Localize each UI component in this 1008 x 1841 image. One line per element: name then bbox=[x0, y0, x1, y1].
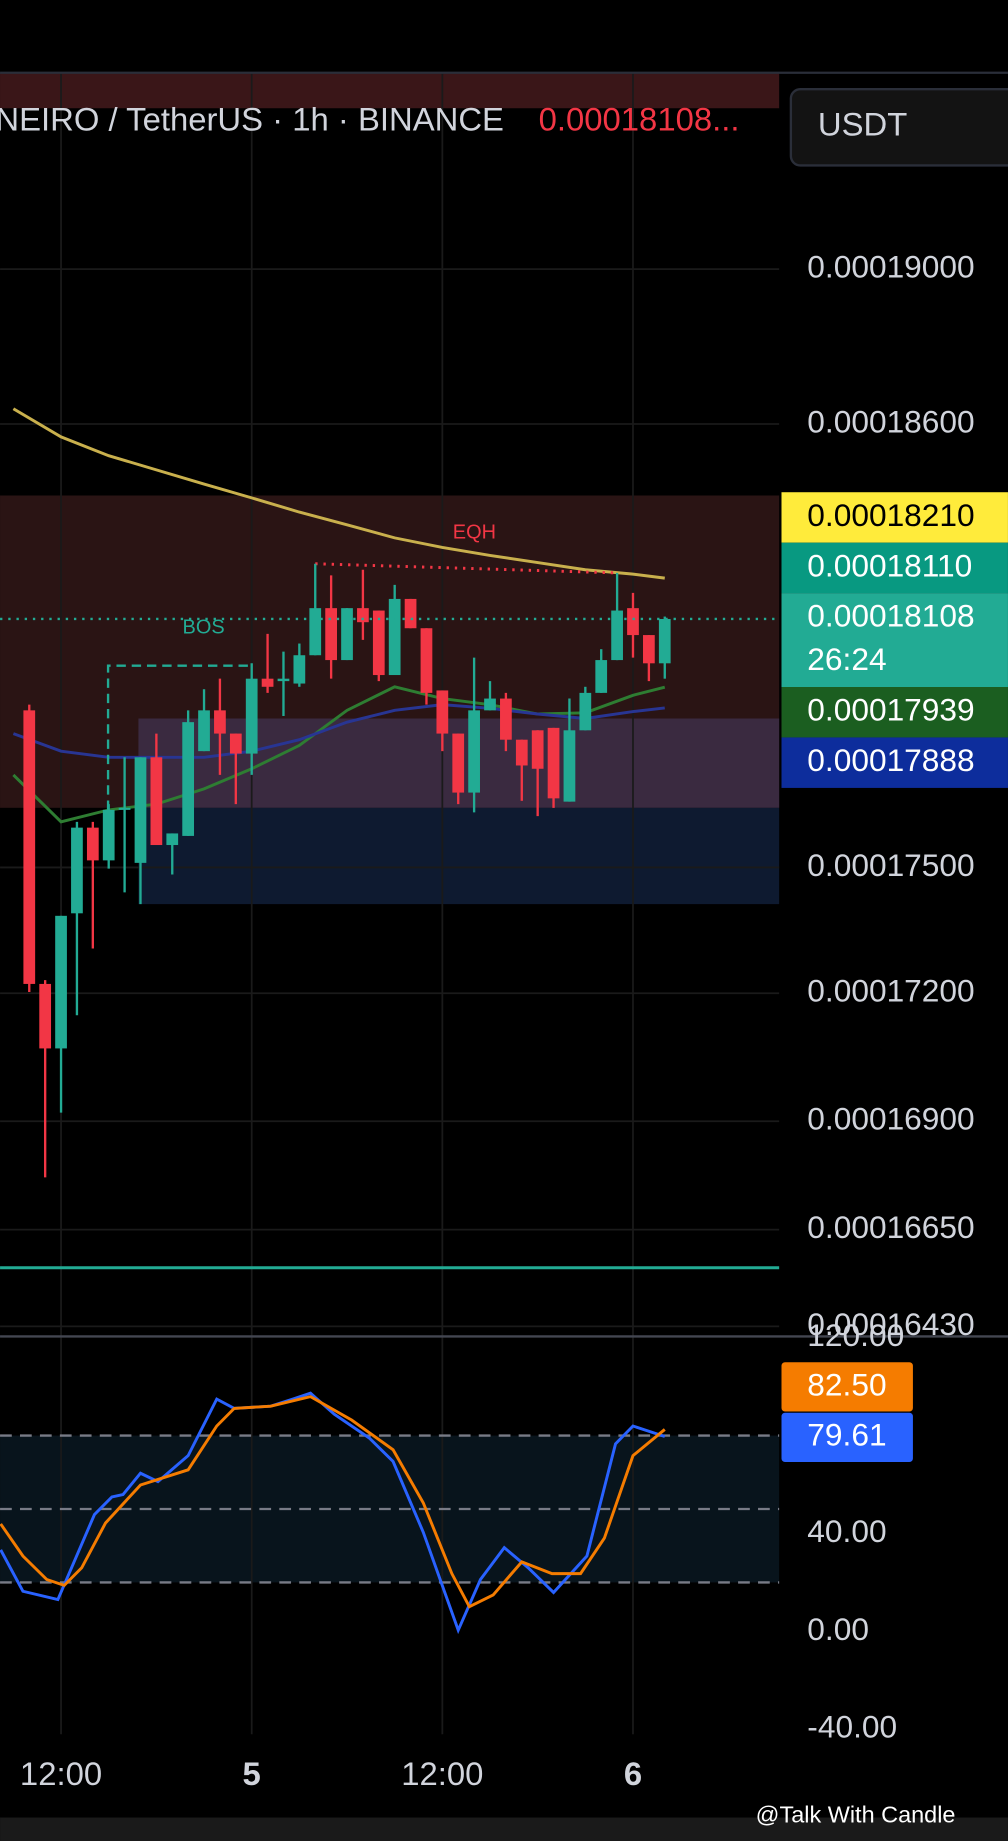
x-tick-label: 5 bbox=[243, 1755, 261, 1792]
candle-body bbox=[198, 710, 210, 752]
candle-body bbox=[214, 710, 226, 734]
candle-body bbox=[531, 730, 544, 769]
price-label: 0.00018110 bbox=[807, 547, 972, 583]
candle-body bbox=[118, 807, 131, 810]
y-tick-label: 0.00018600 bbox=[807, 403, 974, 439]
candle-body bbox=[341, 608, 353, 661]
candle-body bbox=[500, 698, 512, 740]
osc-tick-label: 120.00 bbox=[807, 1317, 904, 1353]
osc-value-box bbox=[781, 1362, 913, 1412]
y-tick-label: 0.00017500 bbox=[807, 847, 974, 883]
candle-body bbox=[309, 608, 322, 656]
candle-body bbox=[436, 690, 449, 734]
price-label: 0.00017939 bbox=[807, 692, 974, 728]
candle-body bbox=[39, 983, 52, 1049]
candle-body bbox=[484, 698, 496, 711]
candle-body bbox=[325, 608, 337, 661]
y-tick-label: 0.00017200 bbox=[807, 973, 974, 1009]
x-tick-label: 12:00 bbox=[20, 1755, 102, 1792]
currency-button[interactable] bbox=[789, 88, 1008, 167]
price-label: 0.00017888 bbox=[807, 742, 974, 778]
osc-tick-label: 40.00 bbox=[807, 1513, 886, 1549]
x-tick-label: 12:00 bbox=[401, 1755, 483, 1792]
line-series bbox=[12, 407, 665, 580]
y-tick-label: 0.00016430 bbox=[807, 1306, 974, 1342]
candle-body bbox=[261, 678, 274, 687]
bottom-bar bbox=[0, 1817, 1008, 1841]
osc-value-label: 79.61 bbox=[807, 1417, 886, 1453]
labels: 0.00019000 0.00018600 0.00017500 0.00017200… bbox=[20, 249, 1008, 1792]
candle-body bbox=[372, 610, 385, 676]
price-label-box bbox=[781, 687, 1008, 738]
candle-body bbox=[23, 710, 36, 984]
osc-value-label: 82.50 bbox=[807, 1366, 886, 1402]
candle-body bbox=[357, 608, 369, 623]
line-series bbox=[0, 1395, 666, 1609]
eqh-line bbox=[315, 562, 618, 575]
candle-body bbox=[245, 678, 258, 754]
header-price: 0.00018108... bbox=[539, 101, 740, 138]
candle-body bbox=[468, 710, 480, 793]
price-label-box bbox=[781, 542, 1008, 594]
candle-body bbox=[229, 733, 242, 754]
candle-body bbox=[420, 628, 433, 693]
eqh-label: EQH bbox=[453, 522, 496, 544]
price-label-box bbox=[781, 593, 1008, 688]
candle-body bbox=[388, 598, 401, 676]
price-label-box bbox=[781, 737, 1008, 788]
osc-tick-label: 0.00 bbox=[807, 1611, 869, 1647]
candle-body bbox=[452, 733, 465, 793]
candle-body bbox=[86, 827, 99, 861]
candle-body bbox=[71, 827, 83, 914]
candle-body bbox=[404, 598, 417, 629]
osc-tick-label: -40.00 bbox=[807, 1709, 897, 1745]
price-label-box bbox=[781, 492, 1008, 543]
candle-body bbox=[563, 730, 576, 802]
y-tick-label: 0.00016650 bbox=[807, 1209, 974, 1245]
osc-value-box bbox=[781, 1412, 913, 1463]
price-label: 0.00018108 bbox=[807, 598, 974, 634]
candle-body bbox=[150, 757, 163, 846]
candle-body bbox=[643, 635, 655, 664]
bos-label: BOS bbox=[183, 616, 225, 638]
candle-body bbox=[547, 727, 560, 799]
candle-body bbox=[182, 722, 195, 836]
zone bbox=[0, 72, 780, 109]
bos-line bbox=[106, 664, 252, 810]
candle-body bbox=[55, 915, 67, 1049]
y-tick-label: 0.00019000 bbox=[807, 249, 974, 285]
candle-body bbox=[102, 809, 115, 861]
marks bbox=[0, 407, 780, 1635]
candle-body bbox=[277, 678, 290, 682]
price-label: 0.00018210 bbox=[807, 497, 974, 533]
candle-body bbox=[293, 655, 306, 684]
line-series bbox=[0, 1391, 666, 1635]
zone bbox=[138, 807, 780, 905]
candle-body bbox=[595, 660, 608, 693]
currency-label[interactable]: USDT bbox=[818, 105, 907, 142]
candle-body bbox=[134, 757, 147, 863]
y-tick-label: 0.00016900 bbox=[807, 1101, 974, 1137]
candle-body bbox=[627, 608, 639, 636]
watermark: @Talk With Candle bbox=[756, 1802, 956, 1828]
candle-body bbox=[166, 833, 179, 846]
candle-body bbox=[515, 739, 528, 766]
x-tick-label: 6 bbox=[624, 1755, 642, 1792]
symbol-title: NEIRO / TetherUS · 1h · BINANCE bbox=[0, 101, 504, 138]
candle-body bbox=[611, 610, 623, 661]
candle-body bbox=[579, 692, 592, 731]
candle-body bbox=[658, 618, 671, 664]
countdown: 26:24 bbox=[807, 641, 886, 677]
